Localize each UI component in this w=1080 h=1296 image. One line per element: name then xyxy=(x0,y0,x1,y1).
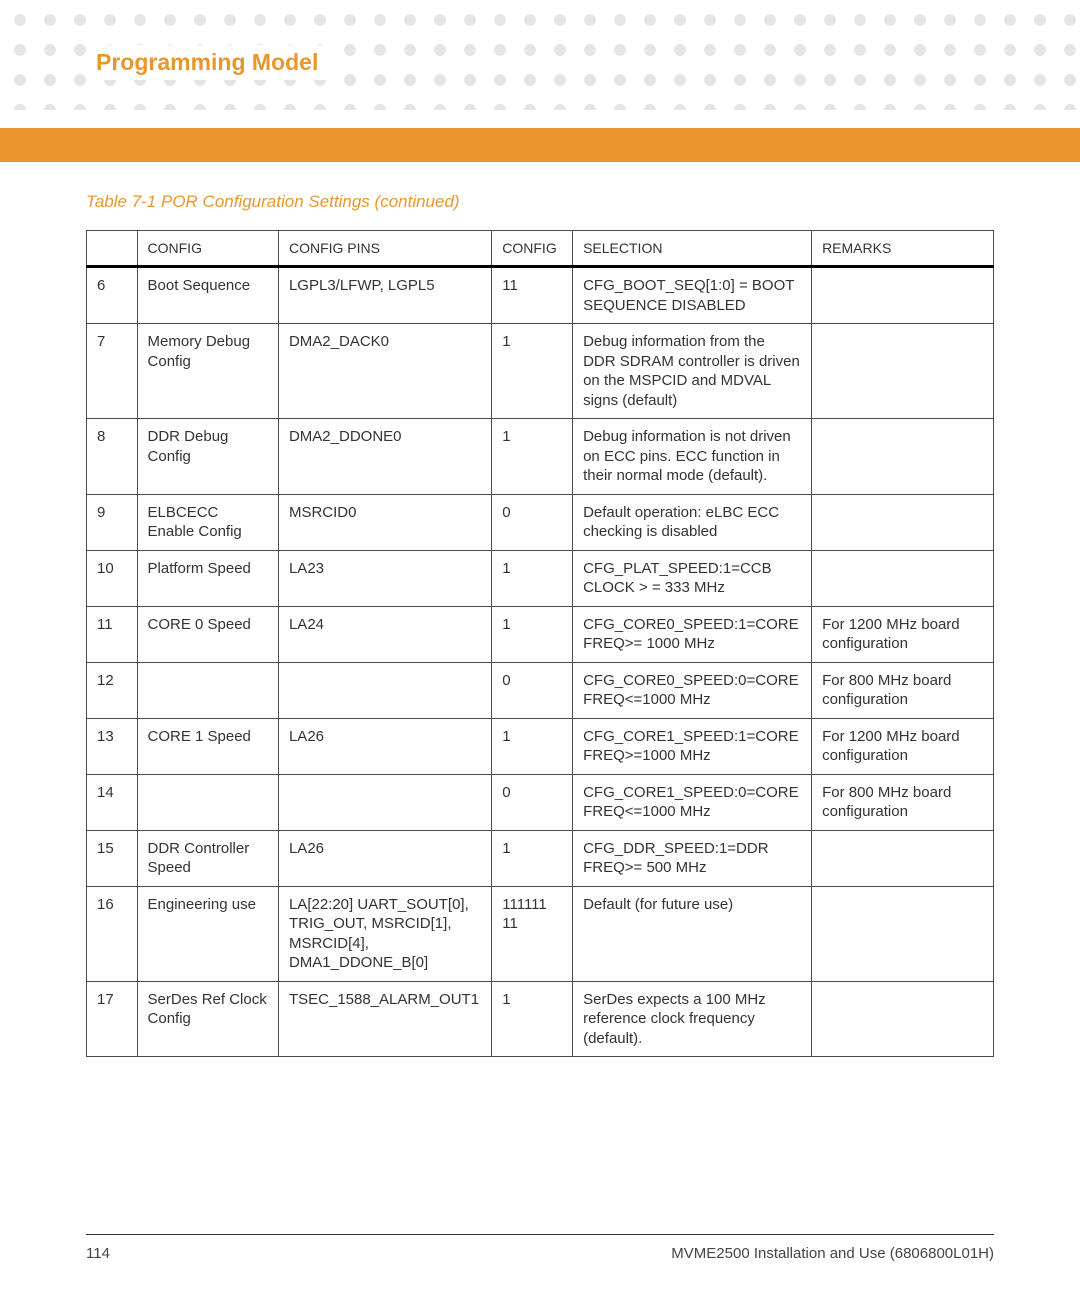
cell-pins: LA24 xyxy=(278,606,491,662)
cell-config xyxy=(137,774,278,830)
cell-cfg: 1 xyxy=(492,419,573,495)
cell-n: 12 xyxy=(87,662,138,718)
cell-config: CORE 0 Speed xyxy=(137,606,278,662)
cell-sel: Debug information is not driven on ECC p… xyxy=(573,419,812,495)
th-config: CONFIG xyxy=(137,231,278,267)
section-title: Programming Model xyxy=(86,45,328,80)
cell-n: 8 xyxy=(87,419,138,495)
table-row: 12 0CFG_CORE0_SPEED:0=CORE FREQ<=1000 MHz… xyxy=(87,662,994,718)
cell-pins: LA23 xyxy=(278,550,491,606)
cell-rem xyxy=(812,267,994,324)
cell-sel: CFG_CORE0_SPEED:1=CORE FREQ>= 1000 MHz xyxy=(573,606,812,662)
cell-sel: CFG_CORE1_SPEED:1=CORE FREQ>=1000 MHz xyxy=(573,718,812,774)
cell-sel: Default operation: eLBC ECC checking is … xyxy=(573,494,812,550)
table-row: 16Engineering useLA[22:20] UART_SOUT[0],… xyxy=(87,886,994,981)
cell-n: 9 xyxy=(87,494,138,550)
cell-pins xyxy=(278,662,491,718)
cell-config: Platform Speed xyxy=(137,550,278,606)
cell-config: DDR Debug Config xyxy=(137,419,278,495)
cell-pins xyxy=(278,774,491,830)
cell-pins: LA26 xyxy=(278,718,491,774)
cell-rem xyxy=(812,886,994,981)
cell-sel: CFG_DDR_SPEED:1=DDR FREQ>= 500 MHz xyxy=(573,830,812,886)
cell-rem xyxy=(812,419,994,495)
cell-pins: MSRCID0 xyxy=(278,494,491,550)
table-row: 17SerDes Ref Clock ConfigTSEC_1588_ALARM… xyxy=(87,981,994,1057)
cell-rem: For 1200 MHz board configuration xyxy=(812,606,994,662)
cell-n: 17 xyxy=(87,981,138,1057)
cell-cfg: 11 xyxy=(492,267,573,324)
page-footer: 114 MVME2500 Installation and Use (68068… xyxy=(86,1234,994,1262)
cell-pins: LA[22:20] UART_SOUT[0], TRIG_OUT, MSRCID… xyxy=(278,886,491,981)
cell-n: 13 xyxy=(87,718,138,774)
cell-sel: Debug information from the DDR SDRAM con… xyxy=(573,324,812,419)
th-num xyxy=(87,231,138,267)
cell-sel: CFG_PLAT_SPEED:1=CCB CLOCK > = 333 MHz xyxy=(573,550,812,606)
cell-cfg: 1 xyxy=(492,718,573,774)
table-row: 8DDR Debug ConfigDMA2_DDONE01Debug infor… xyxy=(87,419,994,495)
cell-n: 11 xyxy=(87,606,138,662)
doc-title: MVME2500 Installation and Use (6806800L0… xyxy=(671,1245,994,1262)
cell-sel: CFG_BOOT_SEQ[1:0] = BOOT SEQUENCE DISABL… xyxy=(573,267,812,324)
cell-rem: For 800 MHz board configuration xyxy=(812,662,994,718)
cell-config: SerDes Ref Clock Config xyxy=(137,981,278,1057)
cell-cfg: 1 xyxy=(492,324,573,419)
cell-pins: DMA2_DDONE0 xyxy=(278,419,491,495)
cell-rem xyxy=(812,981,994,1057)
cell-cfg: 0 xyxy=(492,494,573,550)
cell-cfg: 0 xyxy=(492,662,573,718)
cell-n: 7 xyxy=(87,324,138,419)
cell-n: 10 xyxy=(87,550,138,606)
cell-sel: SerDes expects a 100 MHz reference clock… xyxy=(573,981,812,1057)
cell-n: 16 xyxy=(87,886,138,981)
cell-sel: CFG_CORE1_SPEED:0=CORE FREQ<=1000 MHz xyxy=(573,774,812,830)
cell-n: 14 xyxy=(87,774,138,830)
cell-config: CORE 1 Speed xyxy=(137,718,278,774)
th-selection: SELECTION xyxy=(573,231,812,267)
cell-pins: TSEC_1588_ALARM_OUT1 xyxy=(278,981,491,1057)
cell-rem: For 800 MHz board configuration xyxy=(812,774,994,830)
table-header-row: CONFIG CONFIG PINS CONFIG SELECTION REMA… xyxy=(87,231,994,267)
cell-cfg: 111111 11 xyxy=(492,886,573,981)
cell-rem xyxy=(812,830,994,886)
cell-config: ELBCECC Enable Config xyxy=(137,494,278,550)
cell-config: Boot Sequence xyxy=(137,267,278,324)
cell-sel: CFG_CORE0_SPEED:0=CORE FREQ<=1000 MHz xyxy=(573,662,812,718)
header-accent-bar xyxy=(0,128,1080,162)
cell-cfg: 0 xyxy=(492,774,573,830)
table-row: 14 0CFG_CORE1_SPEED:0=CORE FREQ<=1000 MHz… xyxy=(87,774,994,830)
cell-cfg: 1 xyxy=(492,550,573,606)
th-cfg: CONFIG xyxy=(492,231,573,267)
table-row: 6Boot SequenceLGPL3/LFWP, LGPL511CFG_BOO… xyxy=(87,267,994,324)
cell-n: 15 xyxy=(87,830,138,886)
th-remarks: REMARKS xyxy=(812,231,994,267)
content-area: Table 7-1 POR Configuration Settings (co… xyxy=(86,192,994,1057)
table-row: 10Platform SpeedLA231CFG_PLAT_SPEED:1=CC… xyxy=(87,550,994,606)
cell-pins: DMA2_DACK0 xyxy=(278,324,491,419)
table-caption: Table 7-1 POR Configuration Settings (co… xyxy=(86,192,994,212)
cell-config: Engineering use xyxy=(137,886,278,981)
cell-rem: For 1200 MHz board configuration xyxy=(812,718,994,774)
cell-config: DDR Controller Speed xyxy=(137,830,278,886)
cell-n: 6 xyxy=(87,267,138,324)
cell-config: Memory Debug Config xyxy=(137,324,278,419)
cell-rem xyxy=(812,324,994,419)
table-row: 15DDR Controller SpeedLA261CFG_DDR_SPEED… xyxy=(87,830,994,886)
cell-cfg: 1 xyxy=(492,981,573,1057)
cell-pins: LGPL3/LFWP, LGPL5 xyxy=(278,267,491,324)
table-row: 11CORE 0 SpeedLA241CFG_CORE0_SPEED:1=COR… xyxy=(87,606,994,662)
cell-pins: LA26 xyxy=(278,830,491,886)
cell-cfg: 1 xyxy=(492,830,573,886)
page-number: 114 xyxy=(86,1245,110,1262)
cell-rem xyxy=(812,494,994,550)
cell-sel: Default (for future use) xyxy=(573,886,812,981)
cell-rem xyxy=(812,550,994,606)
config-table: CONFIG CONFIG PINS CONFIG SELECTION REMA… xyxy=(86,230,994,1057)
table-row: 9ELBCECC Enable ConfigMSRCID00Default op… xyxy=(87,494,994,550)
cell-config xyxy=(137,662,278,718)
cell-cfg: 1 xyxy=(492,606,573,662)
table-row: 13CORE 1 SpeedLA261CFG_CORE1_SPEED:1=COR… xyxy=(87,718,994,774)
table-row: 7Memory Debug ConfigDMA2_DACK01Debug inf… xyxy=(87,324,994,419)
th-pins: CONFIG PINS xyxy=(278,231,491,267)
